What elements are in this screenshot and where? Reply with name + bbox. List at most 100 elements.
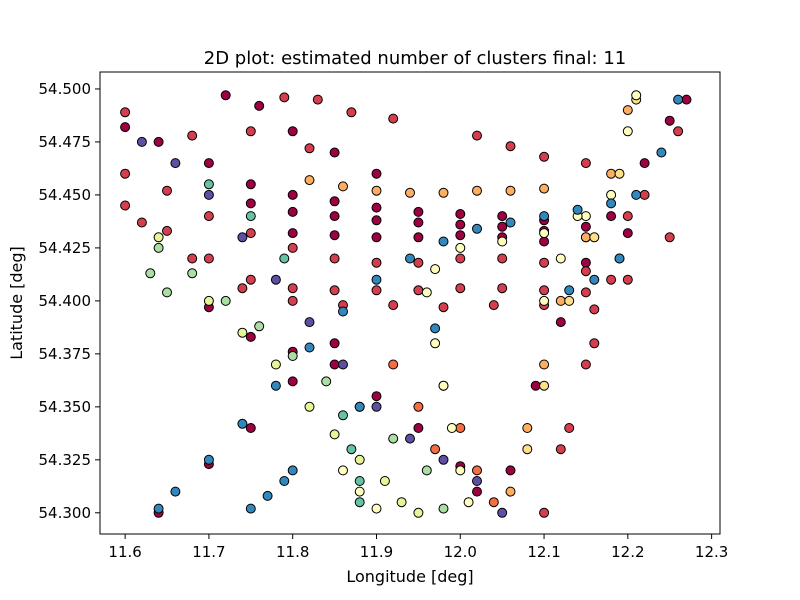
data-point — [245, 274, 256, 285]
data-point — [405, 433, 415, 444]
data-point — [606, 189, 617, 200]
data-point — [580, 221, 591, 232]
x-tick-label: 11.6 — [108, 543, 141, 561]
data-point — [136, 217, 147, 228]
data-point — [162, 225, 172, 236]
data-point — [497, 253, 508, 264]
data-point — [120, 200, 131, 211]
data-point — [622, 126, 633, 137]
data-point — [413, 217, 424, 228]
data-point — [287, 126, 298, 137]
data-point — [673, 126, 684, 137]
data-point — [371, 285, 382, 296]
data-point — [270, 359, 281, 370]
data-point — [497, 236, 508, 247]
data-point — [589, 304, 600, 315]
data-point — [455, 219, 466, 230]
data-point — [673, 94, 684, 105]
data-point — [555, 253, 566, 264]
data-point — [455, 465, 466, 476]
data-point — [455, 253, 466, 264]
data-point — [505, 486, 516, 497]
data-point — [614, 253, 625, 264]
data-point — [413, 285, 424, 296]
y-tick-label: 54.425 — [39, 239, 92, 257]
data-point — [203, 189, 214, 200]
data-point — [388, 433, 399, 444]
y-tick-label: 54.325 — [39, 451, 92, 469]
data-point — [413, 257, 424, 268]
data-point — [120, 107, 131, 118]
data-point — [170, 158, 181, 169]
data-point — [530, 380, 541, 391]
data-point — [572, 204, 583, 215]
y-tick-label: 54.400 — [39, 292, 92, 310]
data-point — [497, 211, 508, 222]
data-point — [539, 507, 550, 518]
data-point — [338, 359, 348, 370]
data-point — [254, 100, 265, 111]
data-point — [287, 283, 298, 294]
data-point — [254, 321, 265, 332]
data-point — [430, 444, 441, 455]
data-point — [622, 228, 633, 239]
data-point — [455, 209, 466, 219]
data-point — [354, 476, 365, 486]
data-point — [555, 444, 566, 455]
data-point — [472, 185, 482, 196]
data-point — [421, 465, 432, 476]
data-point — [681, 94, 692, 105]
data-point — [245, 198, 256, 209]
data-point — [405, 187, 415, 198]
data-point — [405, 253, 415, 264]
x-tick-label: 11.8 — [276, 543, 309, 561]
data-point — [455, 242, 466, 253]
data-point — [237, 418, 248, 429]
data-point — [472, 223, 482, 234]
data-point — [413, 507, 424, 518]
data-point — [580, 211, 591, 222]
data-point — [371, 185, 382, 196]
data-point — [446, 423, 457, 433]
data-point — [153, 136, 164, 147]
data-point — [622, 105, 633, 116]
data-point — [539, 151, 550, 162]
data-point — [430, 323, 441, 334]
data-point — [245, 331, 256, 342]
data-point — [304, 342, 315, 353]
data-point — [413, 401, 424, 412]
data-point — [455, 283, 466, 294]
data-point — [472, 476, 482, 486]
data-point — [606, 198, 617, 209]
data-point — [413, 232, 424, 243]
data-point — [564, 285, 575, 296]
y-tick-label: 54.500 — [39, 80, 92, 98]
data-point — [371, 391, 382, 402]
data-point — [329, 429, 340, 440]
data-point — [162, 185, 172, 196]
data-point — [388, 300, 399, 311]
data-point — [497, 283, 508, 294]
data-point — [413, 423, 424, 433]
data-point — [279, 253, 290, 264]
data-point — [371, 202, 382, 213]
data-point — [203, 454, 214, 465]
data-point — [287, 465, 298, 476]
data-point — [203, 211, 214, 222]
data-point — [371, 168, 382, 179]
data-point — [631, 90, 642, 101]
data-point — [279, 92, 290, 103]
data-point — [329, 285, 340, 296]
data-point — [438, 236, 449, 247]
data-point — [304, 317, 315, 328]
data-point — [354, 497, 365, 508]
points-layer — [120, 90, 692, 518]
data-point — [237, 232, 248, 243]
data-point — [396, 497, 407, 508]
data-point — [354, 486, 365, 497]
data-point — [321, 376, 332, 387]
y-tick-label: 54.300 — [39, 504, 92, 522]
data-point — [505, 141, 516, 152]
data-point — [472, 486, 482, 497]
data-point — [639, 158, 650, 169]
